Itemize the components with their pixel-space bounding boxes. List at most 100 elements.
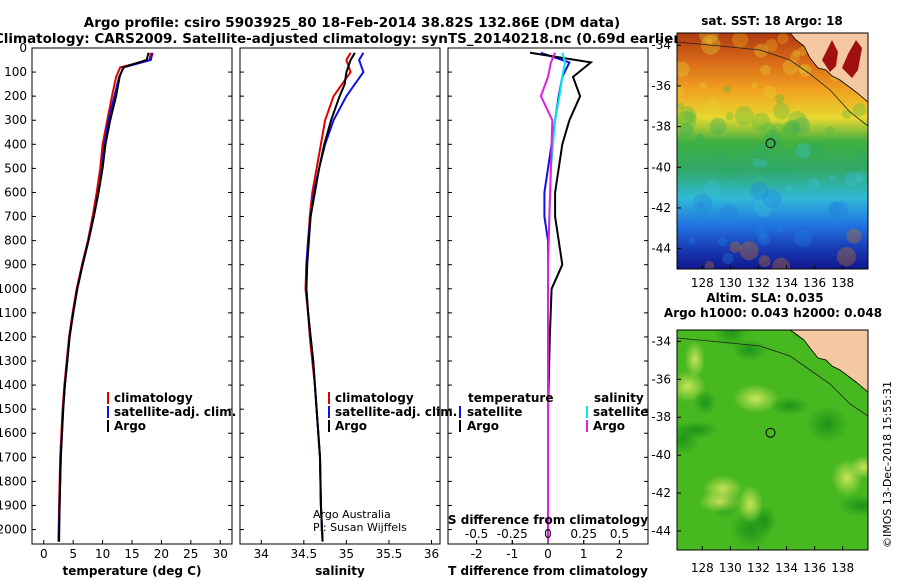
high-sst-gulf [822, 40, 838, 72]
depth-tick-label: 2000 [0, 523, 27, 537]
sla-map-title-line1: Altim. SLA: 0.035 [706, 291, 823, 305]
map-lat-tick: -34 [651, 334, 671, 348]
depth-tick-labels: 0 100 200 300 400 500 600 700 800 900 1000 1100 1200… [0, 41, 27, 537]
x-tick-labels: 0 5 10 15 20 25 30 34 34.5 35 35.5 36 -2 -1 0 1 2 -0.5 -0.… [40, 527, 629, 561]
depth-tick-label: 0 [19, 41, 27, 55]
map-lon-tick: 134 [775, 276, 798, 290]
sst-map [677, 33, 868, 269]
x-tick-label: 0 [40, 547, 48, 561]
x-tick-label: 20 [154, 547, 169, 561]
temperature-legend: climatology satellite-adj. clim. Argo [107, 391, 236, 433]
map-lat-tick: -44 [651, 242, 671, 256]
map-lat-tick: -44 [651, 524, 671, 538]
x-tick-label: 25 [183, 547, 198, 561]
x-tick-label: -1 [506, 547, 518, 561]
x-tick-label: -2 [471, 547, 483, 561]
depth-tick-label: 100 [4, 65, 27, 79]
map-lon-tick: 132 [747, 561, 770, 575]
depth-tick-label: 1100 [0, 306, 27, 320]
tick-marks [32, 47, 648, 544]
depth-tick-label: 600 [4, 185, 27, 199]
depth-tick-label: 200 [4, 89, 27, 103]
map-lat-tick: -38 [651, 120, 671, 134]
depth-tick-label: 400 [4, 137, 27, 151]
salinity-panel-frame [239, 47, 441, 545]
legend-label-satellite: satellite-adj. clim. [114, 405, 236, 419]
series-line-t-argo [529, 51, 594, 542]
legend-heading-salinity: salinity [594, 391, 644, 405]
difference-series [529, 51, 594, 542]
map-lat-tick: -40 [651, 160, 671, 174]
argo-position-marker [765, 427, 776, 438]
sla-map [677, 330, 868, 550]
map-lon-tick: 128 [691, 276, 714, 290]
s-difference-axis-label: S difference from climatology [448, 513, 648, 527]
depth-tick-label: 1900 [0, 498, 27, 512]
series-line-satellite-adj-clim- [305, 52, 365, 542]
map-lon-tick: 130 [719, 276, 742, 290]
shelf-contour [677, 41, 868, 127]
salinity-legend: climatology satellite-adj. clim. Argo [328, 391, 457, 433]
legend-label-argo: Argo [335, 419, 367, 433]
depth-tick-label: 500 [4, 161, 27, 175]
x-tick-label: 5 [69, 547, 77, 561]
figure-title-line1: Argo profile: csiro 5903925_80 18-Feb-20… [84, 15, 620, 31]
high-sst-gulf-2 [842, 40, 862, 78]
x-tick-label: 34.5 [290, 547, 317, 561]
map-lon-tick: 130 [719, 561, 742, 575]
map-lat-tick: -36 [651, 372, 671, 386]
legend-label-s-satellite: satellite [593, 405, 648, 419]
legend-label-t-satellite: satellite [467, 405, 522, 419]
map-lon-tick: 136 [803, 561, 826, 575]
depth-tick-label: 1200 [0, 330, 27, 344]
credit-line2: PI: Susan Wijffels [313, 521, 407, 534]
temperature-axis-label: temperature (deg C) [63, 564, 202, 578]
x-tick-label: 34 [254, 547, 269, 561]
depth-tick-label: 700 [4, 210, 27, 224]
legend-label-s-argo: Argo [593, 419, 625, 433]
depth-tick-label: 1300 [0, 354, 27, 368]
x-tick-label: 15 [124, 547, 139, 561]
depth-tick-label: 1000 [0, 282, 27, 296]
map-lon-tick: 128 [691, 561, 714, 575]
x-tick-label: 0 [544, 527, 552, 541]
t-difference-axis-label: T difference from climatology [448, 564, 648, 578]
argo-position-marker [765, 138, 776, 149]
series-line-climatology [57, 52, 152, 542]
x-tick-label: 0 [544, 547, 552, 561]
map-lat-tick: -38 [651, 410, 671, 424]
x-tick-label: 1 [580, 547, 588, 561]
shelf-contour [677, 337, 868, 417]
map-lat-tick: -42 [651, 201, 671, 215]
map-lat-tick: -40 [651, 448, 671, 462]
figure-title-line2: Climatology: CARS2009. Satellite-adjuste… [0, 31, 686, 47]
legend-label-t-argo: Argo [467, 419, 499, 433]
map-lon-tick: 138 [831, 276, 854, 290]
sst-map-frame [676, 32, 869, 270]
difference-legend: temperature satellite Argo salinity sate… [459, 391, 648, 433]
sla-map-title-line2: Argo h1000: 0.043 h2000: 0.048 [664, 306, 882, 320]
sla-map-frame [676, 329, 869, 551]
x-tick-label: -0.25 [497, 527, 528, 541]
depth-tick-label: 1400 [0, 378, 27, 392]
x-tick-label: 35.5 [376, 547, 403, 561]
legend-label-climatology: climatology [114, 391, 193, 405]
x-tick-label: -0.5 [465, 527, 488, 541]
series-line-argo [305, 52, 356, 542]
x-tick-label: 0.5 [610, 527, 629, 541]
salinity-series [304, 52, 365, 542]
map-lon-tick: 132 [747, 276, 770, 290]
map-lon-tick: 134 [775, 561, 798, 575]
depth-tick-label: 900 [4, 258, 27, 272]
x-tick-label: 10 [95, 547, 110, 561]
series-line-s-argo [539, 52, 557, 542]
timestamp: ©IMOS 13-Dec-2018 15:55:31 [881, 381, 894, 548]
map-lat-tick: -36 [651, 79, 671, 93]
legend-label-satellite: satellite-adj. clim. [335, 405, 457, 419]
map-lat-tick: -42 [651, 486, 671, 500]
x-tick-label: 0.25 [570, 527, 597, 541]
salinity-axis-label: salinity [315, 564, 365, 578]
map-lat-tick: -34 [651, 38, 671, 52]
map-lon-tick: 136 [803, 276, 826, 290]
